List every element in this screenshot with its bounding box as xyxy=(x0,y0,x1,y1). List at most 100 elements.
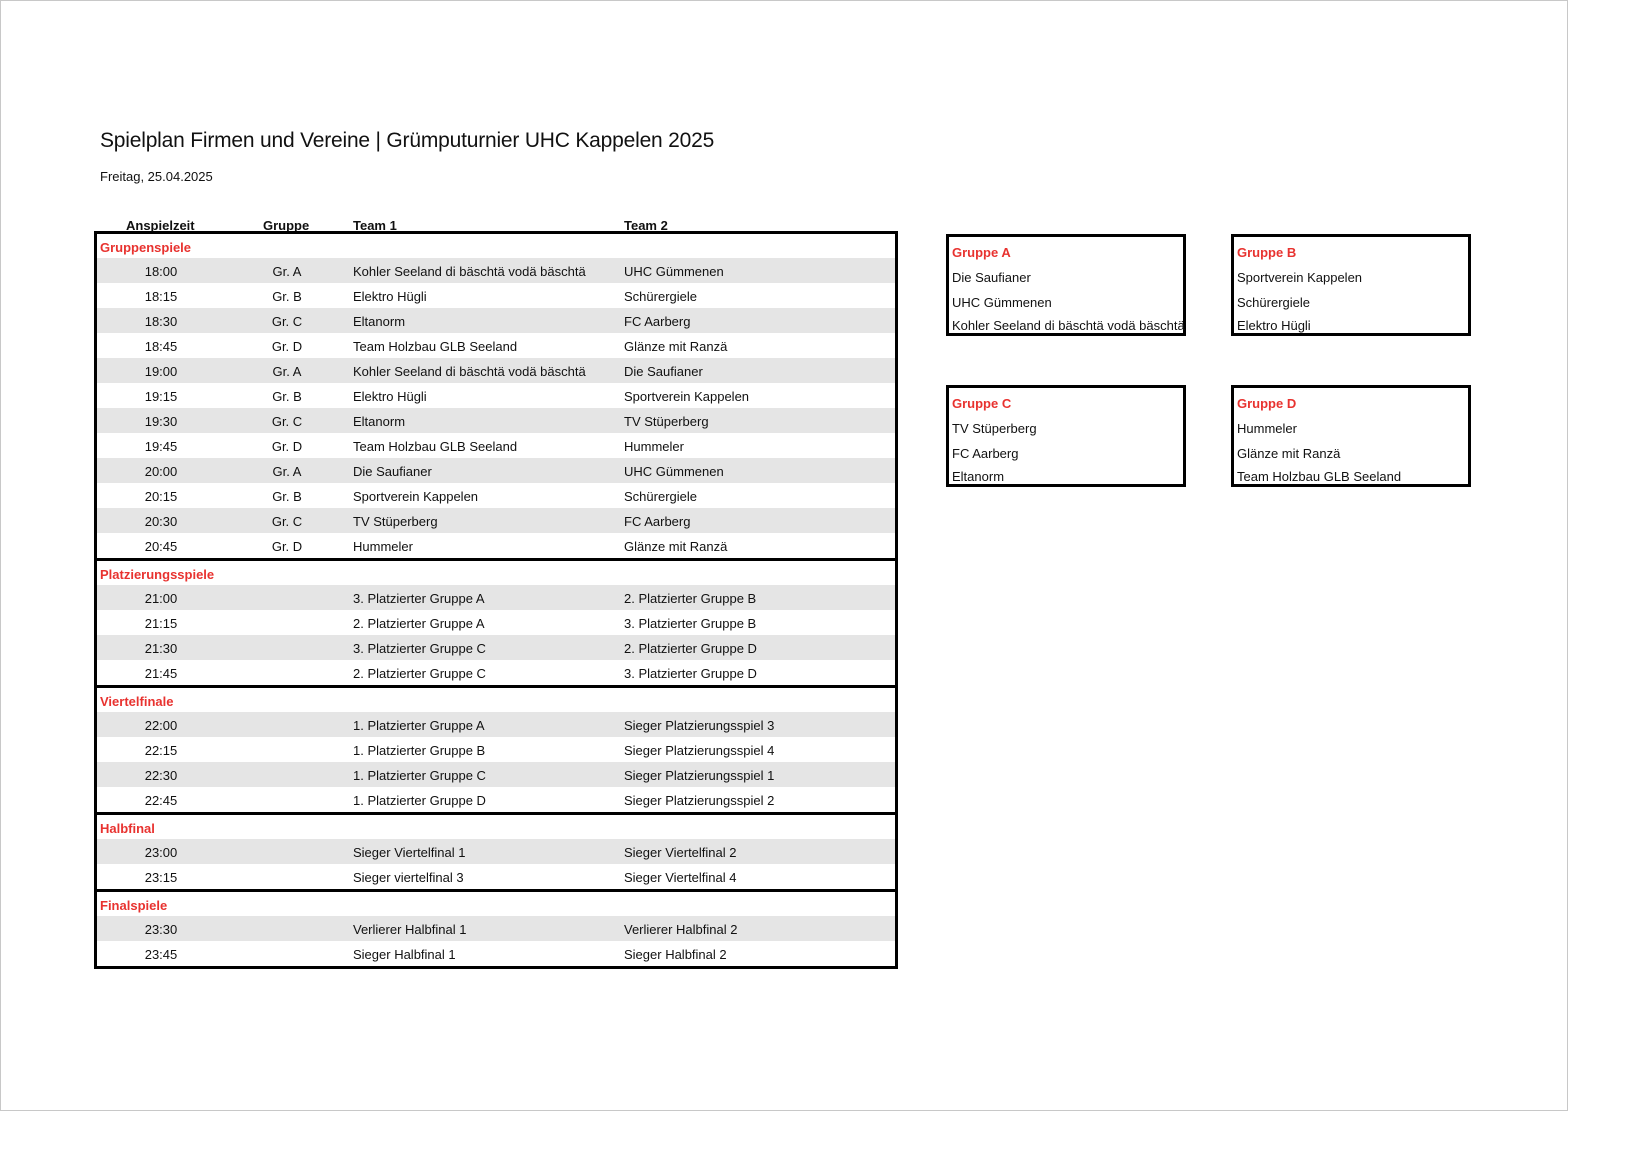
group-label: Gr. C xyxy=(271,414,303,429)
table-row: 21:00 3. Platzierter Gruppe A 2. Platzie… xyxy=(97,585,895,610)
table-row: 19:00 Gr. A Kohler Seeland di bäschtä vo… xyxy=(97,358,895,383)
table-row: 23:30 Verlierer Halbfinal 1 Verlierer Ha… xyxy=(97,916,895,941)
table-row: 21:45 2. Platzierter Gruppe C 3. Platzie… xyxy=(97,660,895,685)
group-title: Gruppe C xyxy=(952,396,1012,411)
team1: 1. Platzierter Gruppe B xyxy=(353,743,486,758)
team2: Glänze mit Ranzä xyxy=(624,339,728,354)
section-title: Finalspiele xyxy=(100,898,168,913)
table-row: 22:15 1. Platzierter Gruppe B Sieger Pla… xyxy=(97,737,895,762)
team2: FC Aarberg xyxy=(624,514,691,529)
table-row: 18:30 Gr. C Eltanorm FC Aarberg xyxy=(97,308,895,333)
group-label: Gr. B xyxy=(272,489,302,504)
group-label: Gr. B xyxy=(272,289,302,304)
group-team: UHC Gümmenen xyxy=(952,295,1052,310)
team1: Kohler Seeland di bäschtä vodä bäschtä xyxy=(353,264,586,279)
kickoff-time: 20:00 xyxy=(144,464,178,479)
table-row: 20:45 Gr. D Hummeler Glänze mit Ranzä xyxy=(97,533,895,558)
kickoff-time: 22:15 xyxy=(144,743,178,758)
team1: 2. Platzierter Gruppe A xyxy=(353,616,485,631)
kickoff-time: 18:30 xyxy=(144,314,178,329)
table-row: 19:15 Gr. B Elektro Hügli Sportverein Ka… xyxy=(97,383,895,408)
team2: Sieger Platzierungsspiel 4 xyxy=(624,743,775,758)
group-team: Hummeler xyxy=(1237,421,1297,436)
table-row: 18:00 Gr. A Kohler Seeland di bäschtä vo… xyxy=(97,258,895,283)
team1: Sieger Halbfinal 1 xyxy=(353,947,456,962)
team2: Glänze mit Ranzä xyxy=(624,539,728,554)
team2: 3. Platzierter Gruppe B xyxy=(624,616,757,631)
table-row: 22:30 1. Platzierter Gruppe C Sieger Pla… xyxy=(97,762,895,787)
group-label: Gr. A xyxy=(272,464,302,479)
kickoff-time: 21:45 xyxy=(144,666,178,681)
column-header-team2: Team 2 xyxy=(624,218,668,233)
kickoff-time: 21:30 xyxy=(144,641,178,656)
team2: 3. Platzierter Gruppe D xyxy=(624,666,757,681)
table-row: 18:15 Gr. B Elektro Hügli Schürergiele xyxy=(97,283,895,308)
team1: Sieger viertelfinal 3 xyxy=(353,870,464,885)
table-row: 20:30 Gr. C TV Stüperberg FC Aarberg xyxy=(97,508,895,533)
document-page: Spielplan Firmen und Vereine | Grümputur… xyxy=(0,0,1568,1111)
table-row: 21:15 2. Platzierter Gruppe A 3. Platzie… xyxy=(97,610,895,635)
team2: UHC Gümmenen xyxy=(624,264,724,279)
kickoff-time: 22:00 xyxy=(144,718,178,733)
kickoff-time: 21:00 xyxy=(144,591,178,606)
group-title: Gruppe D xyxy=(1237,396,1297,411)
group-box-c: Gruppe C TV Stüperberg FC Aarberg Eltanorm xyxy=(946,385,1186,487)
section-title: Halbfinal xyxy=(100,821,155,836)
team2: Sieger Viertelfinal 2 xyxy=(624,845,737,860)
group-box-d: Gruppe D Hummeler Glänze mit Ranzä Team Hol… xyxy=(1231,385,1471,487)
kickoff-time: 23:00 xyxy=(144,845,178,860)
column-header-group: Gruppe xyxy=(263,218,310,233)
kickoff-time: 22:45 xyxy=(144,793,178,808)
group-label: Gr. A xyxy=(272,264,302,279)
kickoff-time: 20:15 xyxy=(144,489,178,504)
section-title: Gruppenspiele xyxy=(100,240,192,255)
team2: 2. Platzierter Gruppe D xyxy=(624,641,757,656)
team1: Elektro Hügli xyxy=(353,289,427,304)
group-label: Gr. B xyxy=(272,389,302,404)
table-row: 23:45 Sieger Halbfinal 1 Sieger Halbfina… xyxy=(97,941,895,966)
group-team: FC Aarberg xyxy=(952,446,1019,461)
kickoff-time: 22:30 xyxy=(144,768,178,783)
team2: 2. Platzierter Gruppe B xyxy=(624,591,757,606)
team1: 3. Platzierter Gruppe A xyxy=(353,591,485,606)
kickoff-time: 20:45 xyxy=(144,539,178,554)
team2: Die Saufianer xyxy=(624,364,703,379)
team1: Die Saufianer xyxy=(353,464,432,479)
team1: TV Stüperberg xyxy=(353,514,438,529)
team1: Kohler Seeland di bäschtä vodä bäschtä xyxy=(353,364,586,379)
schedule-section: Viertelfinale 22:00 1. Platzierter Grupp… xyxy=(94,685,898,815)
group-label: Gr. D xyxy=(271,539,303,554)
page-title: Spielplan Firmen und Vereine | Grümputur… xyxy=(100,129,715,152)
team2: Sieger Platzierungsspiel 3 xyxy=(624,718,775,733)
team2: Sieger Viertelfinal 4 xyxy=(624,870,737,885)
schedule-section: Gruppenspiele 18:00 Gr. A Kohler Seeland… xyxy=(94,231,898,561)
event-date: Freitag, 25.04.2025 xyxy=(100,169,213,184)
group-label: Gr. D xyxy=(271,339,303,354)
kickoff-time: 19:45 xyxy=(144,439,178,454)
group-label: Gr. C xyxy=(271,514,303,529)
team1: 1. Platzierter Gruppe C xyxy=(353,768,486,783)
team1: Sportverein Kappelen xyxy=(353,489,479,504)
team2: Sieger Platzierungsspiel 2 xyxy=(624,793,775,808)
group-title: Gruppe A xyxy=(952,245,1011,260)
group-team: TV Stüperberg xyxy=(952,421,1037,436)
team1: Team Holzbau GLB Seeland xyxy=(353,439,518,454)
table-row: 23:15 Sieger viertelfinal 3 Sieger Viert… xyxy=(97,864,895,889)
schedule-section: Finalspiele 23:30 Verlierer Halbfinal 1 … xyxy=(94,889,898,969)
group-team: Eltanorm xyxy=(952,469,1005,484)
team1: Verlierer Halbfinal 1 xyxy=(353,922,467,937)
team1: 3. Platzierter Gruppe C xyxy=(353,641,486,656)
team1: Elektro Hügli xyxy=(353,389,427,404)
group-label: Gr. A xyxy=(272,364,302,379)
table-row: 19:30 Gr. C Eltanorm TV Stüperberg xyxy=(97,408,895,433)
table-row: 23:00 Sieger Viertelfinal 1 Sieger Viert… xyxy=(97,839,895,864)
group-title: Gruppe B xyxy=(1237,245,1297,260)
group-box-a: Gruppe A Die Saufianer UHC Gümmenen Kohler … xyxy=(946,234,1186,336)
team2: Schürergiele xyxy=(624,489,697,504)
kickoff-time: 18:15 xyxy=(144,289,178,304)
team2: UHC Gümmenen xyxy=(624,464,724,479)
team1: Sieger Viertelfinal 1 xyxy=(353,845,466,860)
table-row: 19:45 Gr. D Team Holzbau GLB Seeland Hum… xyxy=(97,433,895,458)
team2: Verlierer Halbfinal 2 xyxy=(624,922,738,937)
group-label: Gr. D xyxy=(271,439,303,454)
